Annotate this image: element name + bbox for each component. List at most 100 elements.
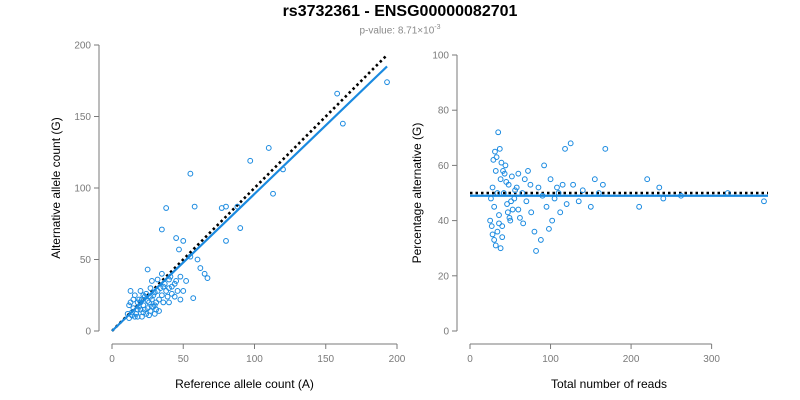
data-point	[488, 223, 495, 230]
data-point	[492, 242, 499, 249]
data-point	[512, 187, 519, 194]
data-point	[164, 293, 171, 300]
data-point	[173, 278, 180, 284]
data-point	[173, 235, 180, 241]
y-axis-label: Alternative allele count (G)	[49, 117, 63, 258]
data-point	[154, 276, 161, 283]
data-point	[141, 306, 148, 313]
data-point	[656, 184, 663, 191]
data-point	[489, 231, 496, 238]
data-point	[541, 162, 547, 169]
data-point	[176, 246, 182, 253]
data-point	[521, 176, 528, 183]
y-axis-label: Percentage alternative (G)	[410, 123, 424, 264]
data-point	[490, 156, 497, 163]
data-point	[509, 206, 516, 213]
chart-title: rs3732361 - ENSG00000082701	[282, 3, 518, 20]
data-point	[494, 228, 501, 235]
data-point	[153, 306, 160, 313]
y-tick-label: 20	[438, 271, 450, 282]
y-tick-label: 80	[438, 106, 450, 117]
x-tick-label: 200	[623, 354, 640, 365]
x-axis-label: Reference allele count (A)	[175, 377, 314, 391]
y-tick-label: 60	[438, 161, 450, 172]
data-point	[533, 248, 539, 254]
data-point	[504, 209, 511, 216]
x-tick-label: 0	[109, 354, 115, 365]
data-point	[136, 296, 142, 303]
data-point	[144, 266, 151, 273]
data-point	[496, 212, 502, 218]
data-point	[570, 181, 576, 188]
data-point	[126, 302, 133, 309]
data-point	[149, 278, 155, 284]
data-point	[491, 237, 498, 243]
data-point	[497, 176, 504, 183]
y-tick-label: 150	[74, 112, 91, 123]
data-point	[183, 278, 190, 284]
x-tick-label: 150	[317, 354, 334, 365]
fit-line	[111, 65, 388, 332]
data-point	[146, 312, 152, 319]
data-point	[537, 237, 544, 243]
data-point	[194, 256, 201, 263]
data-point	[147, 285, 154, 292]
data-point	[127, 288, 134, 294]
x-tick-label: 50	[178, 354, 190, 365]
data-point	[177, 273, 184, 280]
subtitle-pvalue: p-value: 8.71×10	[359, 25, 435, 37]
data-point	[158, 226, 165, 233]
data-point	[575, 198, 582, 205]
data-point	[535, 184, 542, 191]
data-point	[496, 220, 502, 227]
data-point	[201, 270, 208, 277]
subtitle-exponent: -3	[434, 24, 441, 31]
data-point	[525, 168, 531, 174]
data-point	[160, 299, 167, 306]
y-tick-label: 200	[74, 41, 91, 52]
data-point	[498, 159, 505, 166]
data-point	[491, 203, 498, 210]
data-point	[177, 296, 184, 303]
data-point	[636, 203, 643, 210]
y-tick-label: 100	[432, 51, 449, 62]
data-point	[492, 168, 499, 174]
expected-line	[111, 54, 388, 332]
data-point	[508, 173, 515, 180]
data-point	[191, 203, 198, 210]
data-point	[171, 293, 178, 300]
data-point	[507, 217, 514, 224]
data-point	[562, 145, 568, 152]
data-point	[166, 285, 172, 292]
data-point	[554, 184, 560, 191]
data-point	[487, 217, 494, 224]
data-point	[197, 265, 204, 271]
panel-1: 0 50 100 150 200 0 50 100 150 200 Reference allele…	[49, 41, 406, 392]
data-point	[131, 313, 138, 320]
data-point	[223, 238, 229, 244]
data-point	[543, 203, 550, 210]
data-point	[187, 170, 194, 177]
data-point	[153, 299, 160, 306]
data-point	[247, 157, 254, 164]
data-point	[137, 288, 144, 294]
x-axis-label: Total number of reads	[551, 377, 667, 391]
x-tick-label: 300	[703, 354, 720, 365]
x-tick-label: 100	[246, 354, 263, 365]
data-point	[515, 206, 522, 213]
data-point	[131, 292, 138, 299]
x-tick-label: 100	[542, 354, 559, 365]
data-point	[166, 299, 172, 306]
data-point	[156, 308, 162, 314]
data-point	[489, 184, 496, 191]
data-point	[517, 214, 523, 221]
data-point	[150, 292, 157, 299]
data-point	[334, 90, 341, 97]
data-point	[171, 280, 178, 287]
data-point	[559, 181, 566, 188]
data-point	[508, 198, 514, 205]
data-point	[127, 299, 134, 306]
data-point	[499, 223, 506, 230]
data-point	[520, 220, 527, 227]
